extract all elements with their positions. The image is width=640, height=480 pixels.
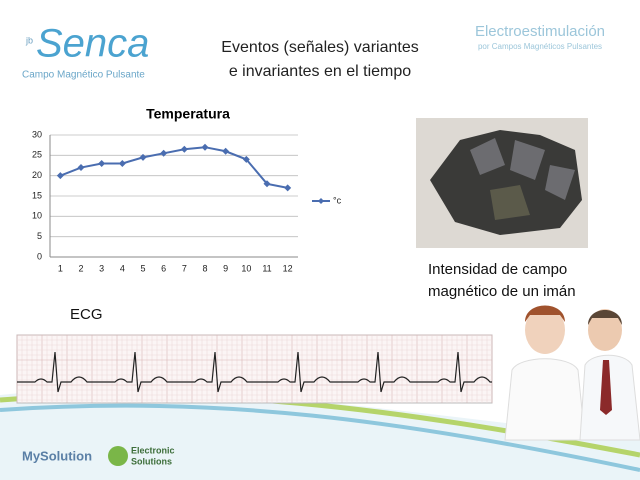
- marker: [56, 172, 64, 180]
- x-tick-label: 2: [78, 263, 83, 273]
- brand: Electroestimulación: [475, 23, 605, 40]
- marker: [160, 149, 168, 157]
- marker: [118, 159, 126, 167]
- logo-name: Senca: [36, 22, 149, 66]
- caption: Intensidad de campo: [428, 261, 567, 278]
- x-tick-label: 8: [202, 263, 207, 273]
- marker: [263, 180, 271, 188]
- y-tick-label: 15: [32, 190, 42, 200]
- swoosh-blue: [0, 403, 640, 472]
- y-tick-label: 20: [32, 170, 42, 180]
- doctors-photo: [504, 305, 640, 441]
- ecg-strip: [16, 334, 493, 404]
- marker: [77, 164, 85, 172]
- footer-logo: Electronic: [131, 445, 175, 455]
- brand-sub: por Campos Magnéticos Pulsantes: [478, 42, 602, 51]
- ecg-label: ECG: [70, 306, 103, 323]
- marker: [139, 153, 147, 161]
- y-tick-label: 10: [32, 211, 42, 221]
- x-tick-label: 11: [262, 263, 271, 273]
- marker: [284, 184, 292, 192]
- x-tick-label: 9: [223, 263, 228, 273]
- marker: [222, 147, 230, 155]
- footer-logo: Solutions: [131, 456, 172, 466]
- x-tick-label: 12: [283, 263, 293, 273]
- marker: [180, 145, 188, 153]
- legend-label: °c: [333, 195, 342, 205]
- footer-icon: [108, 446, 128, 466]
- x-tick-label: 7: [182, 263, 187, 273]
- marker: [242, 155, 250, 163]
- caption: magnético de un imán: [428, 283, 576, 300]
- y-tick-label: 0: [37, 251, 42, 261]
- footer-logo: MySolution: [22, 448, 92, 463]
- marker: [98, 159, 106, 167]
- slide-title: Eventos (señales) variantes: [221, 39, 418, 56]
- x-tick-label: 10: [241, 263, 251, 273]
- y-tick-label: 25: [32, 150, 42, 160]
- y-tick-label: 30: [32, 129, 42, 139]
- x-tick-label: 1: [58, 263, 63, 273]
- marker: [201, 143, 209, 151]
- x-tick-label: 3: [99, 263, 104, 273]
- ecg-wave: [17, 351, 492, 393]
- y-tick-label: 5: [37, 231, 42, 241]
- x-tick-label: 4: [120, 263, 125, 273]
- swoosh: [0, 390, 640, 480]
- magnet-photo: [416, 118, 588, 248]
- logo-sup: jb: [25, 35, 33, 45]
- x-tick-label: 5: [140, 263, 145, 273]
- slide-title: e invariantes en el tiempo: [229, 63, 411, 80]
- x-tick-label: 6: [161, 263, 166, 273]
- chart-title: Temperatura: [146, 106, 230, 122]
- legend-marker: [318, 198, 324, 204]
- logo-tagline: Campo Magnético Pulsante: [22, 70, 145, 81]
- series-line: [59, 146, 288, 189]
